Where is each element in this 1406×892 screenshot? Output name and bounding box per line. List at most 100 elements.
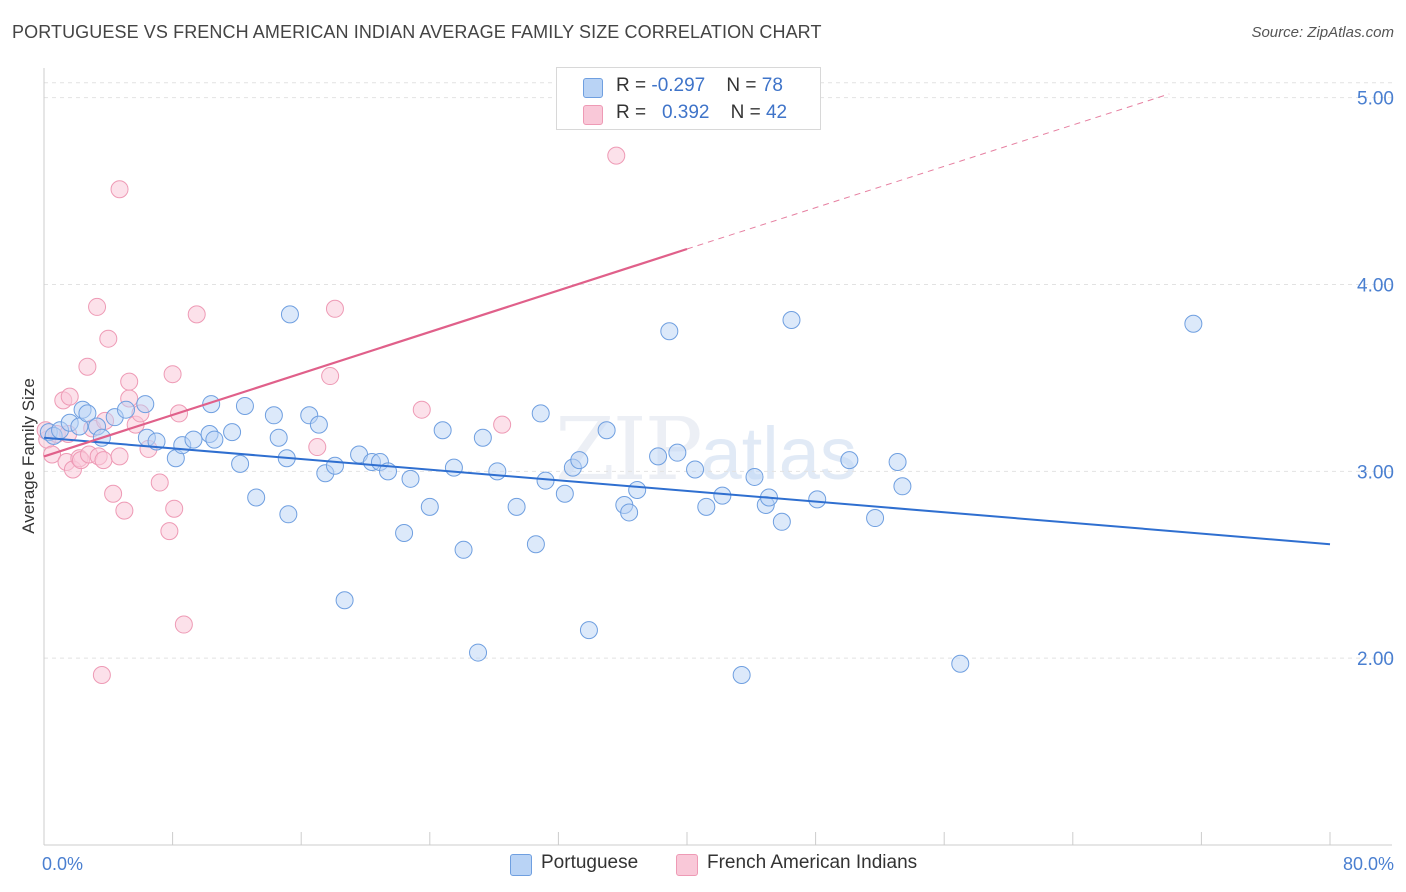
data-point-portuguese — [507, 497, 526, 516]
y-axis-label: Average Family Size — [19, 378, 38, 534]
legend-n-label: N = — [730, 102, 766, 123]
data-point-portuguese — [469, 643, 488, 662]
data-point-portuguese — [454, 540, 473, 559]
data-point-portuguese — [597, 421, 616, 440]
y-tick-label: 5.00 — [1357, 89, 1394, 110]
legend-swatch-portuguese — [583, 78, 603, 98]
data-point-portuguese — [866, 509, 885, 528]
series-portuguese — [39, 305, 1203, 684]
data-point-portuguese — [555, 484, 574, 503]
legend-n-value: 42 — [765, 102, 788, 123]
trend-line-portuguese — [43, 436, 1331, 546]
data-point-portuguese — [223, 423, 242, 442]
data-point-french-american-indians — [325, 299, 344, 318]
data-point-portuguese — [697, 497, 716, 516]
data-point-french-american-indians — [607, 146, 626, 165]
data-point-portuguese — [1184, 314, 1203, 333]
legend-r-value: -0.297 — [651, 75, 706, 96]
data-point-portuguese — [420, 497, 439, 516]
data-point-french-american-indians — [308, 438, 327, 457]
bottom-legend-swatch-french-american-indians — [676, 854, 698, 876]
data-point-portuguese — [686, 460, 705, 479]
bottom-legend-label: French American Indians — [707, 852, 918, 873]
data-point-portuguese — [309, 415, 328, 434]
data-point-french-american-indians — [110, 447, 129, 466]
legend-swatch-french-american-indians — [583, 105, 603, 125]
data-point-portuguese — [280, 305, 299, 324]
data-point-portuguese — [628, 481, 647, 500]
data-point-portuguese — [888, 453, 907, 471]
legend-r-value: 0.392 — [661, 102, 710, 123]
data-point-portuguese — [205, 430, 224, 449]
data-point-portuguese — [235, 396, 254, 415]
stats-legend: R = -0.297 N = 78 R = 0.392 N = 42 — [556, 67, 821, 130]
x-tick-label: 80.0% — [1343, 854, 1394, 874]
bottom-legend-label: Portuguese — [541, 852, 639, 873]
data-point-portuguese — [264, 406, 283, 425]
data-point-portuguese — [526, 535, 545, 554]
data-point-portuguese — [401, 469, 420, 488]
trend-lines — [43, 93, 1331, 546]
data-point-portuguese — [570, 451, 589, 470]
data-point-portuguese — [893, 477, 912, 496]
data-point-french-american-indians — [163, 365, 182, 384]
data-point-french-american-indians — [165, 499, 184, 518]
data-point-portuguese — [840, 451, 859, 470]
data-point-french-american-indians — [174, 615, 193, 634]
watermark: ZIPatlas — [555, 400, 857, 500]
data-point-portuguese — [444, 458, 463, 477]
data-point-french-american-indians — [60, 387, 79, 406]
data-point-portuguese — [951, 654, 970, 673]
y-tick-label: 4.00 — [1357, 276, 1394, 297]
bottom-legend-swatch-portuguese — [510, 854, 532, 876]
data-point-french-american-indians — [187, 305, 206, 324]
data-point-portuguese — [325, 456, 344, 475]
data-point-portuguese — [335, 591, 354, 610]
data-point-portuguese — [531, 404, 550, 423]
data-point-portuguese — [395, 523, 414, 542]
chart-title: PORTUGUESE VS FRENCH AMERICAN INDIAN AVE… — [12, 22, 822, 42]
data-point-french-american-indians — [150, 473, 169, 492]
legend-n-label: N = — [726, 75, 762, 96]
data-point-portuguese — [732, 665, 751, 684]
data-point-french-american-indians — [94, 451, 113, 470]
data-point-portuguese — [808, 490, 827, 509]
trend-line-french-american-indians — [43, 247, 688, 458]
legend-text: R = -0.297 N = 78 — [616, 75, 783, 97]
data-point-portuguese — [649, 447, 668, 466]
data-point-portuguese — [713, 486, 732, 505]
data-point-portuguese — [579, 621, 598, 640]
data-point-french-american-indians — [92, 665, 111, 684]
data-point-portuguese — [279, 505, 298, 524]
axes — [43, 68, 1392, 846]
data-point-french-american-indians — [120, 372, 139, 391]
data-point-portuguese — [231, 454, 250, 473]
grid-lines — [44, 82, 1392, 659]
data-point-portuguese — [488, 462, 507, 481]
y-tick-label: 3.00 — [1357, 462, 1394, 483]
data-point-french-american-indians — [88, 297, 107, 316]
data-point-french-american-indians — [160, 522, 179, 541]
data-point-portuguese — [247, 488, 266, 507]
watermark-atlas: atlas — [700, 412, 857, 495]
legend-r-label: R = — [616, 75, 652, 96]
data-point-french-american-indians — [104, 484, 123, 503]
data-point-portuguese — [772, 512, 791, 531]
data-point-french-american-indians — [78, 357, 97, 376]
trend-line-extension-french-american-indians — [686, 93, 1170, 250]
source-label: Source: ZipAtlas.com — [1251, 24, 1394, 41]
legend-text: R = 0.392 N = 42 — [616, 102, 787, 124]
data-point-portuguese — [136, 395, 155, 414]
legend-n-value: 78 — [761, 75, 783, 96]
data-point-portuguese — [473, 428, 492, 447]
data-point-portuguese — [184, 430, 203, 449]
data-point-french-american-indians — [115, 501, 134, 520]
tick-labels: 2.00 3.00 4.00 5.00 0.0% 80.0% — [42, 89, 1394, 874]
y-tick-label: 2.00 — [1357, 649, 1394, 670]
data-point-portuguese — [116, 400, 135, 419]
data-point-portuguese — [433, 421, 452, 440]
data-point-portuguese — [782, 311, 801, 330]
data-point-portuguese — [745, 467, 764, 486]
legend-r-label: R = — [616, 102, 652, 123]
